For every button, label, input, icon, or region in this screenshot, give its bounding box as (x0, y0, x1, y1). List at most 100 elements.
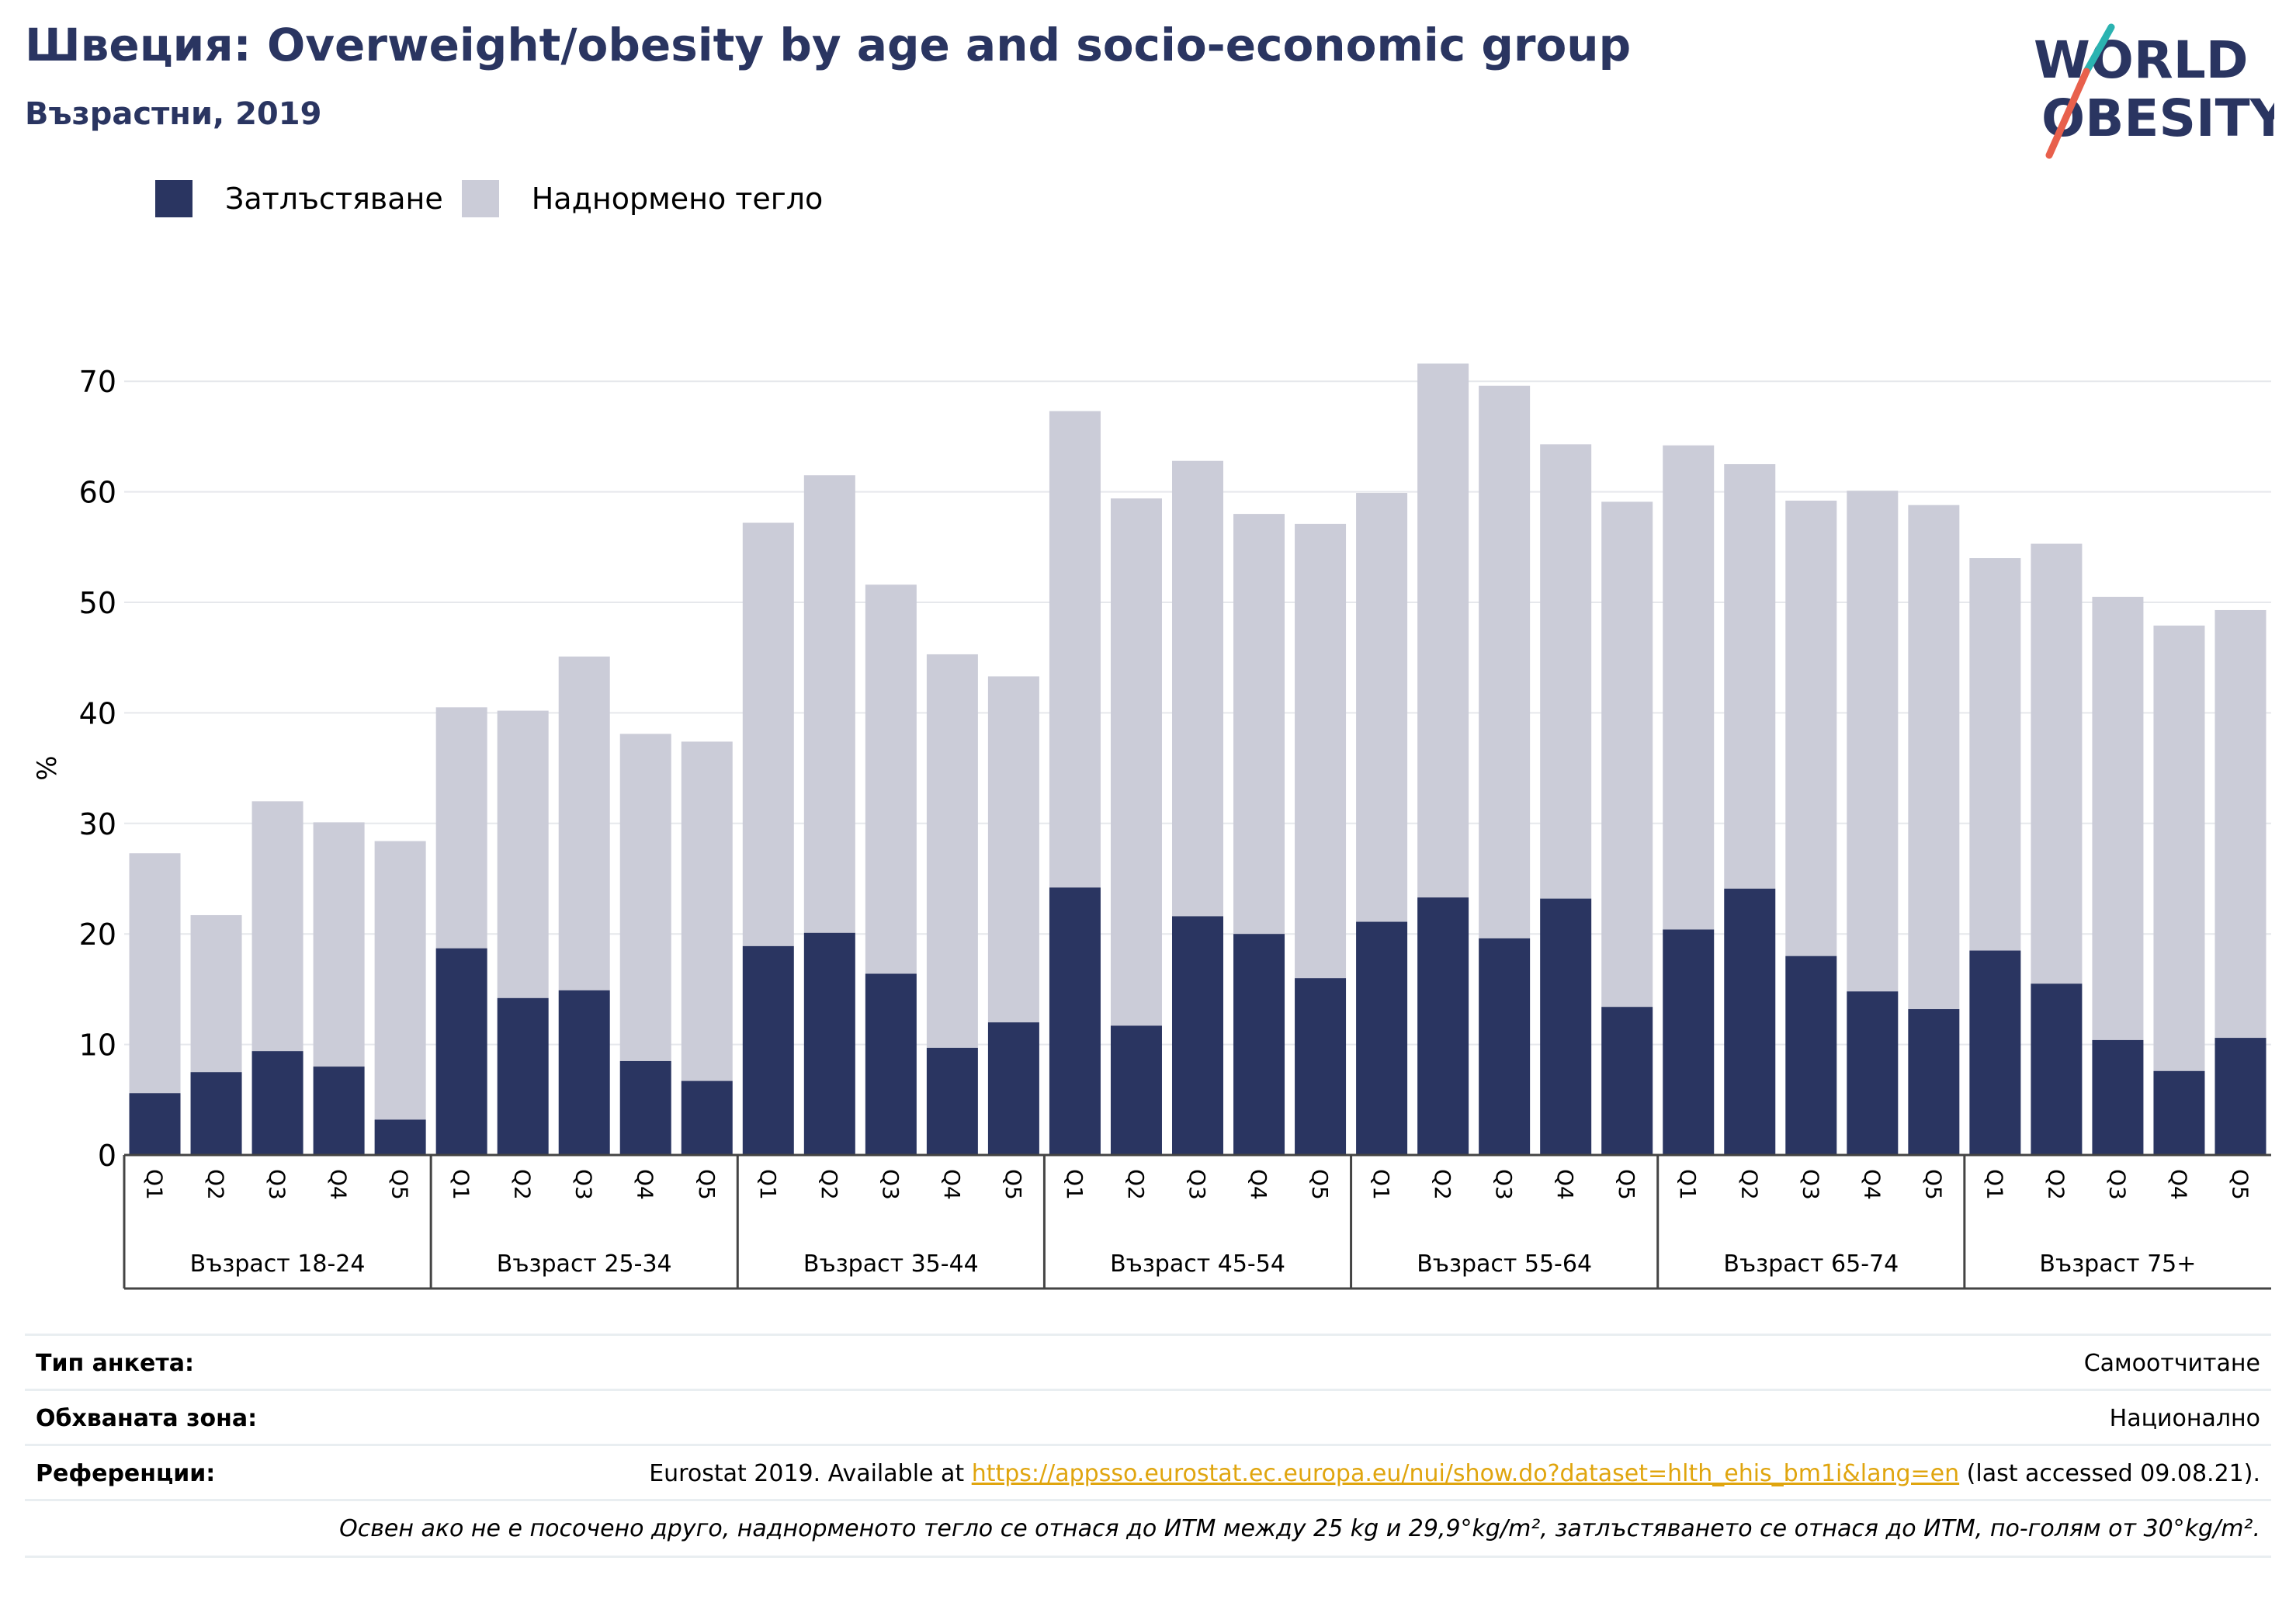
definition-row: Освен ако не е посочено друго, наднормен… (25, 1499, 2271, 1558)
x-tick-label: Q5 (1614, 1169, 1639, 1200)
x-tick-label: Q1 (142, 1169, 168, 1200)
x-tick-label: Q3 (1798, 1169, 1823, 1200)
x-tick-label: Q3 (1491, 1169, 1517, 1200)
bar-obesity (681, 1080, 733, 1155)
survey-type-row: Тип анкета: Самоотчитане (25, 1334, 2271, 1390)
x-tick-label: Q3 (2104, 1169, 2130, 1200)
bar-obesity (1601, 1007, 1653, 1155)
legend-swatch-overweight (461, 180, 499, 217)
bar-overweight (1908, 505, 1960, 1010)
references-link[interactable]: https://appsso.eurostat.ec.europa.eu/nui… (971, 1459, 1960, 1487)
x-tick-label: Q5 (1920, 1169, 1946, 1200)
bar-obesity (190, 1072, 242, 1155)
bar-obesity (1540, 898, 1592, 1155)
y-tick-label: 70 (79, 365, 116, 399)
references-suffix: (last accessed 09.08.21). (1959, 1459, 2260, 1487)
bar-overweight (129, 853, 181, 1094)
bar-obesity (435, 948, 487, 1155)
bar-overweight (2031, 543, 2083, 984)
bar-overweight (865, 584, 917, 974)
bar-obesity (803, 932, 855, 1155)
x-tick-label: Q1 (1368, 1169, 1394, 1200)
x-tick-label: Q1 (755, 1169, 781, 1200)
bar-obesity (2031, 983, 2083, 1155)
coverage-label: Обхваната зона: (36, 1404, 258, 1432)
group-label: Възраст 45-54 (1110, 1250, 1285, 1278)
bar-overweight (681, 741, 733, 1081)
definition-note: Освен ако не е посочено друго, наднормен… (339, 1514, 2260, 1542)
x-tick-label: Q3 (265, 1169, 290, 1200)
bar-obesity (251, 1051, 303, 1155)
group-label: Възраст 75+ (2039, 1250, 2196, 1278)
bar-overweight (1049, 411, 1101, 888)
x-tick-label: Q2 (1430, 1169, 1455, 1200)
bar-overweight (1479, 385, 1531, 938)
coverage-row: Обхваната зона: Национално (25, 1389, 2271, 1445)
bar-obesity (374, 1119, 426, 1155)
bar-overweight (497, 710, 549, 998)
group-label: Възраст 25-34 (497, 1250, 672, 1278)
x-tick-label: Q2 (817, 1169, 842, 1200)
references-label: Референции: (36, 1459, 216, 1487)
bar-obesity (1172, 916, 1223, 1155)
x-tick-label: Q5 (387, 1169, 413, 1200)
x-tick-label: Q3 (878, 1169, 903, 1200)
legend-label-obesity: Затлъстяване (225, 182, 443, 216)
bar-obesity (2092, 1039, 2144, 1155)
y-tick-label: 60 (79, 476, 116, 510)
legend-item-overweight: Наднормено тегло (461, 180, 824, 217)
bar-overweight (1663, 445, 1715, 930)
bar-overweight (1724, 464, 1776, 889)
y-tick-label: 50 (79, 586, 116, 620)
bar-obesity (1908, 1009, 1960, 1155)
survey-type-label: Тип анкета: (36, 1349, 194, 1377)
x-tick-label: Q5 (694, 1169, 720, 1200)
group-label: Възраст 35-44 (803, 1250, 979, 1278)
bar-overweight (1110, 498, 1162, 1026)
x-tick-label: Q2 (203, 1169, 229, 1200)
bar-overweight (313, 822, 365, 1067)
logo-line1: WORLD (2034, 30, 2249, 90)
bar-overweight (1785, 500, 1837, 956)
bar-overweight (926, 654, 978, 1048)
y-axis-label: % (32, 755, 63, 780)
bar-overweight (374, 841, 426, 1120)
y-tick-label: 0 (98, 1139, 116, 1173)
references-row: Референции: Eurostat 2019. Available at … (25, 1444, 2271, 1500)
bar-overweight (1540, 444, 1592, 899)
bar-overweight (2214, 609, 2267, 1039)
world-obesity-logo: WORLD OBESITY (2034, 23, 2274, 159)
x-tick-label: Q2 (1736, 1169, 1762, 1200)
chart-legend: Затлъстяване Наднормено тегло (155, 177, 841, 220)
references-prefix: Eurostat 2019. Available at (649, 1459, 972, 1487)
x-tick-label: Q5 (2227, 1169, 2253, 1200)
bar-overweight (558, 656, 610, 990)
legend-label-overweight: Наднормено тегло (531, 182, 824, 216)
x-tick-label: Q1 (1675, 1169, 1701, 1200)
group-label: Възраст 55-64 (1417, 1250, 1592, 1278)
x-tick-label: Q4 (326, 1169, 352, 1200)
bar-obesity (1417, 897, 1469, 1155)
x-tick-label: Q4 (1246, 1169, 1271, 1200)
page-subtitle: Възрастни, 2019 (25, 96, 322, 132)
bar-obesity (1724, 888, 1776, 1155)
legend-item-obesity: Затлъстяване (155, 180, 443, 217)
x-tick-label: Q4 (1859, 1169, 1885, 1200)
x-tick-label: Q5 (1307, 1169, 1333, 1200)
bar-overweight (1847, 491, 1899, 992)
bar-obesity (1049, 887, 1101, 1155)
logo-line2: OBESITY (2041, 88, 2274, 148)
bar-obesity (1479, 938, 1531, 1155)
group-label: Възраст 18-24 (190, 1250, 366, 1278)
bar-overweight (1356, 493, 1408, 922)
x-tick-label: Q4 (1552, 1169, 1578, 1200)
x-tick-label: Q1 (1062, 1169, 1087, 1200)
x-tick-label: Q4 (939, 1169, 965, 1200)
bar-obesity (987, 1022, 1039, 1155)
bar-obesity (1663, 929, 1715, 1155)
x-tick-label: Q2 (510, 1169, 536, 1200)
bar-obesity (1233, 934, 1285, 1155)
bar-obesity (1110, 1025, 1162, 1155)
bar-overweight (190, 914, 242, 1073)
bar-overweight (1417, 363, 1469, 898)
